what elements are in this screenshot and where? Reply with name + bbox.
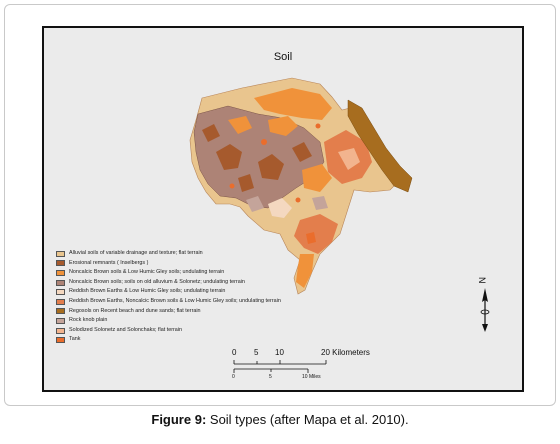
legend-swatch	[56, 279, 65, 286]
caption-label: Figure 9:	[151, 412, 207, 427]
region-noncalcic-south	[296, 254, 314, 288]
region-noncalcic-north	[254, 88, 332, 120]
region-noncalcic-patch-2	[228, 116, 252, 134]
legend-label: Alluvial soils of variable drainage and …	[69, 250, 203, 257]
region-rock-knob-2	[312, 196, 328, 210]
legend-item: Noncalcic Brown soils & Low Humic Gley s…	[56, 268, 281, 278]
region-tank-3	[295, 197, 301, 203]
region-erosional-5	[238, 174, 254, 192]
scale-bar: 0 5 10 20 Kilometers 0 5 10 Miles	[232, 348, 412, 382]
legend-label: Erosional remnants ( Inselbergs )	[69, 259, 149, 266]
legend-label: Solodized Solonetz and Solonchaks; flat …	[69, 326, 182, 333]
scale-km-5: 5	[254, 348, 259, 357]
scale-km-10: 10	[275, 348, 284, 357]
scale-bar-lines	[233, 360, 327, 373]
scale-mi-10: 10 Miles	[302, 374, 321, 380]
legend-item: Reddish Brown Earths, Noncalcic Brown so…	[56, 297, 281, 307]
region-erosional-3	[202, 124, 220, 142]
soil-map	[189, 77, 413, 295]
region-reddish-pale	[268, 198, 292, 218]
legend-label: Regosols on Recent beach and dune sands;…	[69, 307, 201, 314]
region-erosional-1	[216, 144, 242, 170]
region-regosols-coast	[347, 99, 413, 193]
north-arrow-icon: N	[474, 274, 496, 336]
map-panel: Soil	[42, 26, 524, 392]
scale-mi-0: 0	[232, 374, 235, 380]
legend-swatch	[56, 260, 65, 267]
region-tank-south	[306, 232, 316, 244]
legend-swatch	[56, 308, 65, 315]
legend-swatch	[56, 337, 65, 344]
region-erosional-4	[292, 142, 312, 162]
scale-km-20: 20 Kilometers	[321, 348, 370, 357]
north-label: N	[477, 277, 487, 284]
legend-item: Reddish Brown Earths & Low Humic Gley so…	[56, 287, 281, 297]
legend-item: Solodized Solonetz and Solonchaks; flat …	[56, 326, 281, 336]
region-tank-2	[229, 183, 235, 189]
legend-label: Reddish Brown Earths, Noncalcic Brown so…	[69, 298, 281, 305]
legend-swatch	[56, 289, 65, 296]
legend-swatch	[56, 317, 65, 324]
scale-mi-5: 5	[269, 374, 272, 380]
caption-text: Soil types (after Mapa et al. 2010).	[206, 412, 409, 427]
legend-item: Erosional remnants ( Inselbergs )	[56, 259, 281, 269]
region-erosional-2	[258, 154, 284, 180]
legend-label: Tank	[69, 336, 81, 343]
legend-item: Alluvial soils of variable drainage and …	[56, 249, 281, 259]
region-solodized-east	[338, 148, 360, 170]
legend-item: Noncalcic Brown soils; soils on old allu…	[56, 278, 281, 288]
region-noncalcic-patch-3	[302, 164, 332, 192]
legend-label: Rock knob plain	[69, 317, 108, 324]
region-tank-4	[315, 123, 321, 129]
legend-item: Tank	[56, 335, 281, 345]
map-title: Soil	[273, 51, 293, 63]
legend-label: Noncalcic Brown soils & Low Humic Gley s…	[69, 269, 225, 276]
legend-swatch	[56, 250, 65, 257]
legend-swatch	[56, 327, 65, 334]
region-rock-knob-1	[246, 196, 264, 212]
legend-swatch	[56, 269, 65, 276]
figure-caption: Figure 9: Soil types (after Mapa et al. …	[0, 412, 560, 427]
legend-item: Rock knob plain	[56, 316, 281, 326]
scale-km-0: 0	[232, 348, 237, 357]
legend-label: Reddish Brown Earths & Low Humic Gley so…	[69, 288, 226, 295]
region-noncalcic-patch-1	[268, 116, 298, 136]
legend-label: Noncalcic Brown soils; soils on old allu…	[69, 278, 245, 285]
legend: Alluvial soils of variable drainage and …	[56, 249, 281, 345]
region-tank-1	[261, 139, 267, 145]
region-reddish-south	[294, 214, 338, 254]
legend-swatch	[56, 298, 65, 305]
legend-item: Regosols on Recent beach and dune sands;…	[56, 307, 281, 317]
